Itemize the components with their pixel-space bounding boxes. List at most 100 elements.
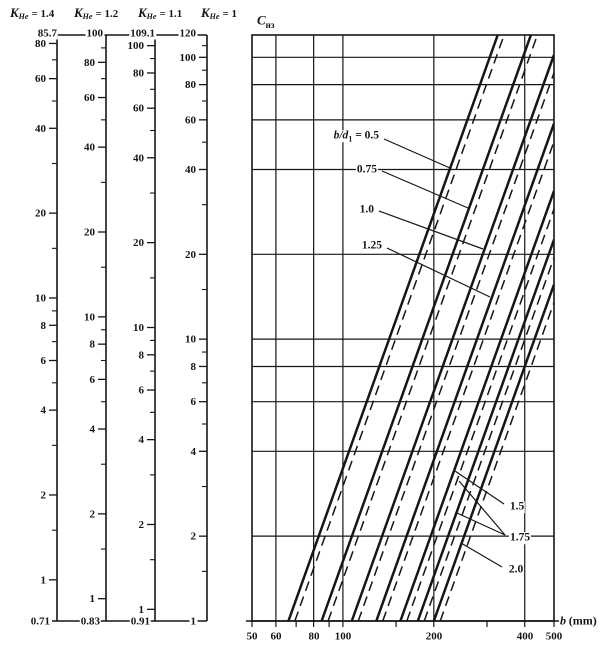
curve-b-d1---0.5--dashed- bbox=[294, 35, 505, 621]
scale-header-1.4: KНе = 1.4 bbox=[10, 5, 55, 21]
x-tick-60: 60 bbox=[269, 630, 283, 643]
scale-tick-label: 60 bbox=[84, 92, 96, 104]
curve-b-d1---1.5 bbox=[399, 190, 554, 621]
scale-tick-label: 8 bbox=[90, 339, 96, 351]
curve-b-d1---1.0 bbox=[350, 54, 554, 621]
leader-lines bbox=[378, 138, 506, 568]
curve-label-2.0: 2.0 bbox=[507, 563, 525, 576]
curve-label-1.5: 1.5 bbox=[508, 500, 526, 513]
scale-top-label-100: 100 bbox=[85, 27, 104, 40]
scale-top-label-120: 120 bbox=[178, 27, 197, 40]
curve-b-d1---1.75 bbox=[416, 239, 554, 621]
scale-tick-label: 4 bbox=[191, 446, 197, 458]
curve-b-d1---2.0 bbox=[432, 284, 554, 621]
curve-b-d1---0.75--dashed- bbox=[327, 35, 539, 621]
curves bbox=[287, 35, 554, 621]
mm-unit: (mm) bbox=[568, 613, 597, 628]
curve-b-d1---1.5--dashed- bbox=[406, 208, 554, 621]
k-subscript: Не bbox=[18, 12, 29, 21]
leader-left-0 bbox=[383, 138, 451, 169]
scale-tick-label: 8 bbox=[191, 361, 197, 373]
curve-b-d1---1.75--dashed- bbox=[423, 257, 554, 621]
leader-left-1 bbox=[381, 170, 469, 209]
leader-right-2-0 bbox=[460, 542, 503, 568]
scale-tick-label: 80 bbox=[185, 79, 197, 91]
curve-label-0.75: 0.75 bbox=[355, 163, 378, 176]
scale-bottom-label-1: 1 bbox=[189, 615, 197, 628]
x-tick-100: 100 bbox=[333, 630, 353, 643]
k-symbol: K bbox=[74, 5, 83, 20]
scale-tick-label: 8 bbox=[139, 349, 145, 361]
scale-tick-label: 80 bbox=[35, 38, 47, 50]
scale-tick-label: 80 bbox=[84, 57, 96, 69]
scale-tick-label: 100 bbox=[128, 40, 145, 52]
scale-header-1.2: KНе = 1.2 bbox=[74, 5, 118, 21]
b-symbol: b bbox=[560, 613, 566, 628]
scale-top-label-85.7: 85.7 bbox=[36, 27, 58, 40]
scale-tick-label: 100 bbox=[180, 52, 197, 64]
scale-tick-label: 20 bbox=[133, 237, 145, 249]
curve-label-1.75: 1.75 bbox=[508, 531, 532, 544]
curve-label-0.5: b/d1 = 0.5 bbox=[332, 129, 380, 143]
y-axis-title: Снз bbox=[256, 13, 276, 31]
ratio-value: = 0.5 bbox=[352, 129, 379, 142]
c-subscript: нз bbox=[265, 20, 275, 31]
curve-b-d1---2.0--dashed- bbox=[439, 302, 554, 621]
scale-header-1.1: KНе = 1.1 bbox=[138, 5, 183, 21]
k-scales: 1 2 4 6 8 10 20 40 60 80 1 2 4 6 8 10 20 40 60 80 1 2 4 6 8 10 20 4… bbox=[35, 34, 208, 622]
grid bbox=[246, 34, 562, 627]
scale-top-label-109.1: 109.1 bbox=[129, 27, 156, 40]
scale-tick-label: 8 bbox=[41, 320, 47, 332]
k-symbol: K bbox=[138, 5, 147, 20]
scale-tick-label: 80 bbox=[133, 67, 145, 79]
curve-label-1.0: 1.0 bbox=[358, 203, 375, 216]
scale-tick-label: 20 bbox=[185, 249, 197, 261]
x-tick-200: 200 bbox=[424, 630, 444, 643]
curve-b-d1---1.25 bbox=[375, 123, 554, 621]
curve-b-d1---0.5 bbox=[287, 35, 499, 621]
k-subscript: Не bbox=[146, 12, 157, 21]
scale-tick-label: 4 bbox=[90, 423, 96, 435]
x-tick-50: 50 bbox=[245, 630, 259, 643]
scale-tick-label: 2 bbox=[90, 508, 96, 520]
curve-label-1.25: 1.25 bbox=[360, 239, 383, 252]
scale-tick-label: 10 bbox=[35, 292, 47, 304]
x-tick-500: 500 bbox=[544, 630, 564, 643]
scale-tick-label: 2 bbox=[191, 531, 197, 543]
x-axis-title: b (mm) bbox=[559, 613, 598, 628]
leader-left-3 bbox=[386, 247, 491, 298]
scale-tick-label: 10 bbox=[84, 311, 96, 323]
scale-tick-label: 60 bbox=[133, 103, 145, 115]
leader-right-0-0 bbox=[454, 470, 505, 505]
k-value: = 1.4 bbox=[31, 8, 55, 20]
k-value: = 1 bbox=[222, 8, 237, 20]
scale-tick-label: 2 bbox=[41, 489, 47, 501]
k-symbol: K bbox=[10, 5, 19, 20]
bd-symbol: b/d bbox=[333, 129, 349, 142]
curve-b-d1---1.0--dashed- bbox=[357, 72, 554, 621]
scale-tick-label: 10 bbox=[185, 334, 197, 346]
scale-bottom-label-0.71: 0.71 bbox=[29, 615, 51, 628]
scale-tick-label: 1 bbox=[90, 593, 96, 605]
k-subscript: Не bbox=[209, 12, 220, 21]
scale-tick-label: 60 bbox=[185, 114, 197, 126]
scale-bottom-label-0.83: 0.83 bbox=[79, 615, 101, 628]
scale-tick-label: 20 bbox=[35, 208, 47, 220]
k-symbol: K bbox=[201, 5, 210, 20]
scale-tick-label: 40 bbox=[35, 123, 47, 135]
scale-tick-label: 1 bbox=[41, 574, 47, 586]
scale-tick-label: 6 bbox=[41, 355, 47, 367]
leader-left-2 bbox=[378, 210, 484, 250]
x-tick-400: 400 bbox=[515, 630, 535, 643]
scale-tick-label: 40 bbox=[84, 142, 96, 154]
curve-b-d1---1.25--dashed- bbox=[382, 141, 554, 621]
scale-tick-label: 4 bbox=[41, 405, 47, 417]
scale-tick-label: 2 bbox=[139, 519, 145, 531]
scale-tick-label: 10 bbox=[133, 322, 145, 334]
scale-tick-label: 40 bbox=[133, 152, 145, 164]
scale-tick-label: 6 bbox=[191, 396, 197, 408]
k-value: = 1.1 bbox=[159, 8, 183, 20]
leader-right-1-1 bbox=[456, 512, 506, 536]
